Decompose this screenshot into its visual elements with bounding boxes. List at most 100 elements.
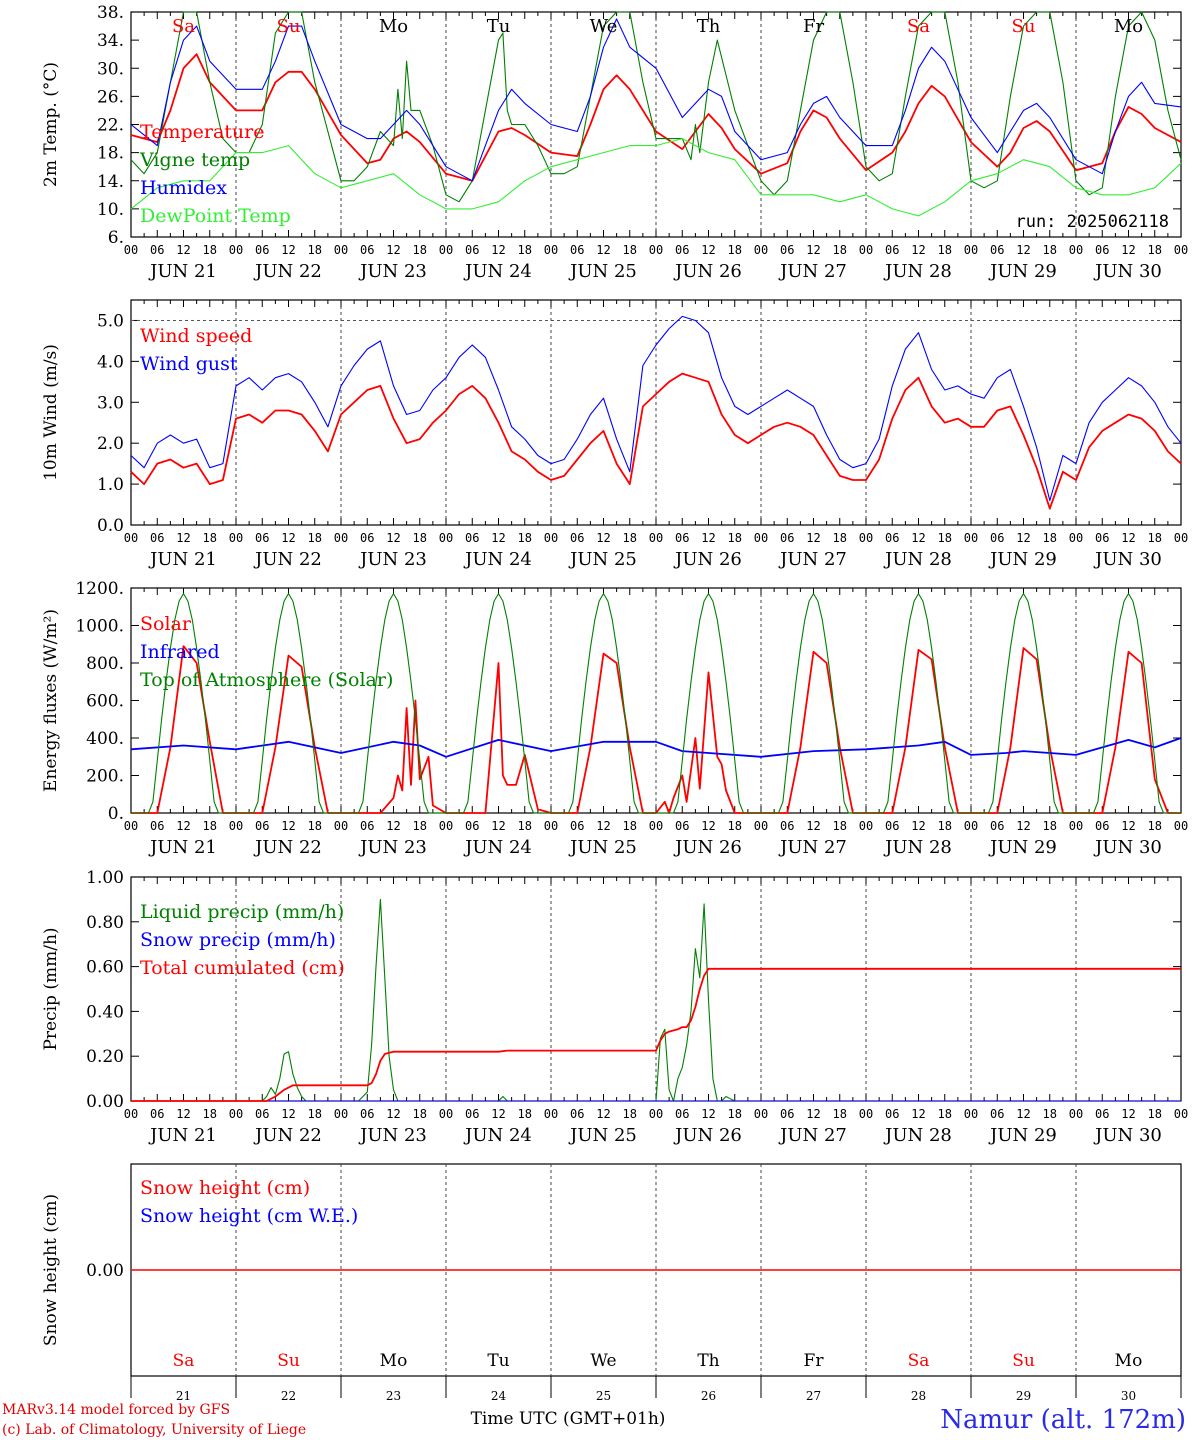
day-number-label: 23 [386,1389,401,1403]
weekday-label: Fr [804,1351,825,1371]
legend-entry: Top of Atmosphere (Solar) [140,669,393,691]
hour-tick-label: 12 [281,243,295,257]
y-tick-label: 400. [86,729,124,749]
date-label: JUN 23 [358,1125,427,1146]
hour-tick-label: 06 [780,1107,794,1121]
panel-frame [130,299,1182,526]
hour-tick-label: 18 [938,531,952,545]
y-tick-label: 10. [97,200,124,220]
hour-tick-label: 18 [728,243,742,257]
hour-tick-label: 18 [938,1107,952,1121]
legend-entry: Wind speed [140,325,252,347]
hour-tick-label: 00 [229,243,243,257]
hour-tick-label: 12 [596,531,610,545]
day-number-label: 28 [911,1389,926,1403]
weekday-label: Mo [380,1351,408,1371]
date-label: JUN 25 [568,261,637,282]
y-tick-label: 0.0 [97,516,124,536]
hour-tick-label: 00 [859,243,873,257]
legend-entry: Humidex [140,177,227,199]
date-label: JUN 24 [463,549,532,570]
y-tick-label: 14. [97,172,124,192]
date-label: JUN 28 [883,1125,952,1146]
hour-tick-label: 12 [911,243,925,257]
hour-tick-label: 12 [911,531,925,545]
panel-snow [130,1163,1182,1398]
hour-tick-label: 06 [885,1107,899,1121]
legend-entry: Snow precip (mm/h) [140,929,336,951]
y-tick-label: 34. [97,31,124,51]
weekday-label: Tu [487,1351,509,1371]
hour-tick-label: 06 [780,531,794,545]
hour-tick-label: 18 [518,243,532,257]
hour-tick-label: 00 [649,819,663,833]
panel-frame [130,11,1182,238]
day-number-label: 22 [281,1389,296,1403]
hour-tick-label: 12 [911,819,925,833]
hour-tick-label: 12 [386,1107,400,1121]
hour-tick-label: 06 [150,819,164,833]
legend-entry: Snow height (cm) [140,1177,310,1199]
date-label: JUN 21 [148,261,217,282]
hour-tick-label: 18 [518,819,532,833]
hour-tick-label: 18 [413,819,427,833]
hour-tick-label: 18 [1043,819,1057,833]
hour-tick-label: 00 [334,1107,348,1121]
hour-tick-label: 12 [1121,819,1135,833]
hour-tick-label: 00 [439,1107,453,1121]
date-label: JUN 22 [253,549,322,570]
hour-tick-label: 18 [938,243,952,257]
hour-tick-label: 06 [150,243,164,257]
panel-temp [130,11,1182,238]
weekday-label: We [590,16,618,37]
weekday-label: Su [1012,16,1036,37]
date-label: JUN 28 [883,261,952,282]
legend-entry: Liquid precip (mm/h) [140,901,344,923]
hour-tick-label: 18 [1148,243,1162,257]
hour-tick-label: 12 [281,819,295,833]
hour-tick-label: 06 [570,531,584,545]
y-tick-label: 1.00 [86,868,124,888]
hour-tick-label: 00 [124,819,138,833]
hour-tick-label: 06 [570,819,584,833]
hour-tick-label: 00 [964,243,978,257]
hour-tick-label: 00 [544,1107,558,1121]
weekday-label: Th [697,16,721,37]
date-label: JUN 28 [883,549,952,570]
date-label: JUN 27 [778,261,847,282]
weekday-label: Su [1012,1351,1035,1371]
y-tick-label: 2.0 [97,434,124,454]
hour-tick-label: 18 [833,819,847,833]
y-axis-label: Energy fluxes (W/m²) [41,609,61,792]
legend-entry: Temperature [140,121,264,143]
hour-tick-label: 06 [465,531,479,545]
hour-tick-label: 00 [334,531,348,545]
series-line-liquid-precip-mm-h [131,898,1181,1102]
date-label: JUN 21 [148,1125,217,1146]
hour-tick-label: 18 [1043,531,1057,545]
weekday-label: Sa [907,16,930,37]
hour-tick-label: 12 [911,1107,925,1121]
hour-tick-label: 18 [413,243,427,257]
date-label: JUN 24 [463,1125,532,1146]
hour-tick-label: 00 [964,1107,978,1121]
date-label: JUN 23 [358,837,427,858]
hour-tick-label: 06 [255,531,269,545]
date-label: JUN 24 [463,837,532,858]
hour-tick-label: 00 [1069,243,1083,257]
hour-tick-label: 06 [885,243,899,257]
hour-tick-label: 06 [675,1107,689,1121]
date-label: JUN 28 [883,837,952,858]
hour-tick-label: 00 [649,1107,663,1121]
hour-tick-label: 18 [623,243,637,257]
weekday-label: Su [277,1351,300,1371]
weekday-label: Mo [1114,16,1143,37]
hour-tick-label: 12 [176,1107,190,1121]
hour-tick-label: 06 [360,819,374,833]
hour-tick-label: 18 [203,531,217,545]
hour-tick-label: 18 [623,531,637,545]
hour-tick-label: 12 [491,1107,505,1121]
hour-tick-label: 12 [596,819,610,833]
hour-tick-label: 00 [859,531,873,545]
hour-tick-label: 06 [255,819,269,833]
